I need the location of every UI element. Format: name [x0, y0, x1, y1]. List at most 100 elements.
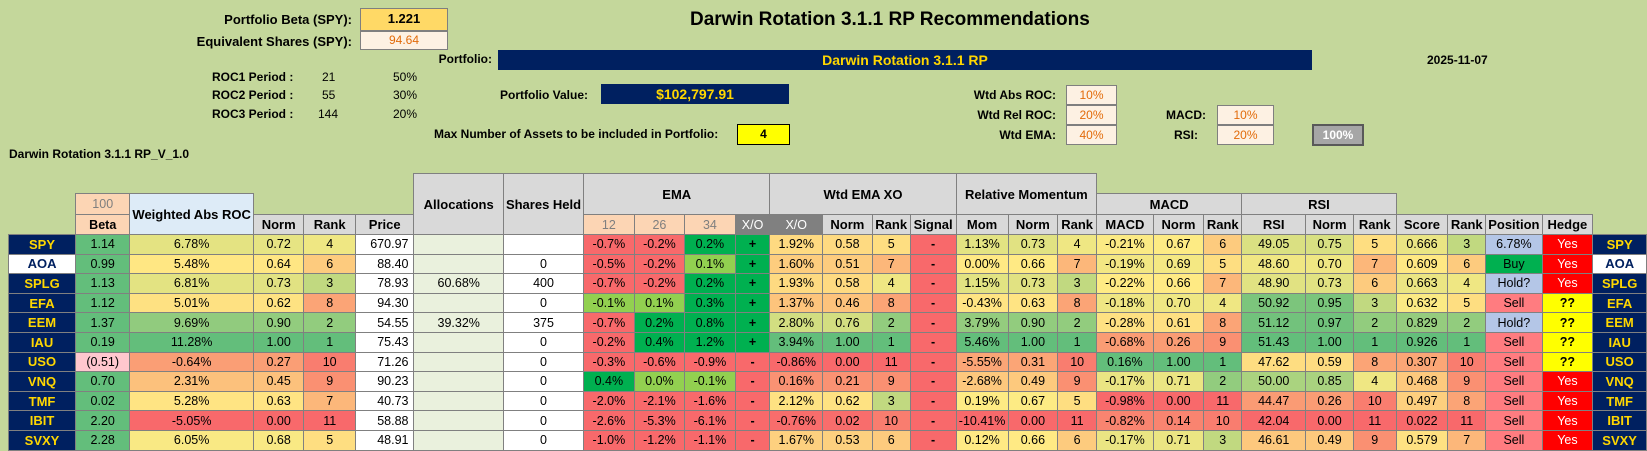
period-input-box[interactable]: 100 [75, 193, 131, 215]
hedge-cell: Yes [1541, 273, 1594, 294]
roc3-period: 144 [318, 107, 339, 121]
rsi-norm-cell: 0.75 [1305, 234, 1354, 255]
wtd-rank-cell: 10 [871, 410, 911, 431]
ema26-cell: -1.2% [633, 429, 686, 451]
rank-cell: 7 [303, 390, 356, 412]
position-cell: Hold? [1485, 312, 1543, 333]
allocation-cell [413, 253, 504, 275]
score-cell: 0.307 [1395, 351, 1449, 373]
score-rank-cell: 2 [1447, 312, 1487, 333]
ema34-cell: -0.1% [684, 371, 736, 392]
score-cell: 0.632 [1395, 292, 1449, 314]
score-rank-cell: 11 [1447, 410, 1487, 431]
price-cell: 40.73 [354, 390, 415, 412]
wtd-xo-cell: 3.94% [769, 331, 824, 353]
macd-group-header: MACD [1096, 193, 1243, 215]
position-cell: Sell [1485, 410, 1543, 431]
wtd-abs-roc-value[interactable]: 10% [1066, 85, 1117, 105]
weighted-abs-roc-cell: 5.48% [129, 253, 254, 275]
ticker-right: AOA [1592, 253, 1647, 275]
macd-weight-value[interactable]: 10% [1217, 105, 1274, 125]
rsi-cell: 46.61 [1241, 429, 1307, 451]
portfolio-beta-value[interactable]: 1.221 [360, 8, 448, 31]
price-header: Price [354, 214, 415, 235]
shares-held-cell: 0 [502, 371, 585, 392]
wtd-rank-cell: 3 [871, 390, 911, 412]
spacer [1486, 194, 1542, 215]
equivalent-shares-value[interactable]: 94.64 [360, 31, 448, 50]
shares-held-cell: 400 [502, 273, 585, 294]
wtd-ema-value[interactable]: 40% [1066, 125, 1117, 145]
mom-cell: 0.00% [955, 253, 1009, 275]
spacer [355, 194, 414, 215]
portfolio-value-label: Portfolio Value: [500, 88, 589, 102]
rsi-rank-cell: 3 [1352, 292, 1397, 314]
mom-norm-cell: 0.67 [1007, 390, 1059, 412]
wtd-rel-roc-label: Wtd Rel ROC: [977, 108, 1056, 122]
spacer [76, 174, 130, 194]
rsi-cell: 42.04 [1241, 410, 1307, 431]
position-cell: Sell [1485, 292, 1543, 314]
beta-cell: 2.20 [75, 410, 131, 431]
spacer [9, 194, 76, 215]
xo-header: X/O [734, 214, 771, 235]
spacer [304, 174, 355, 194]
rsi-norm-cell: 1.00 [1305, 331, 1354, 353]
signal-cell: - [909, 351, 957, 373]
mom-norm-cell: 0.49 [1007, 371, 1059, 392]
ema34-cell: -1.1% [684, 429, 736, 451]
beta-cell: (0.51) [75, 351, 131, 373]
wtd-rel-roc-value[interactable]: 20% [1066, 105, 1117, 125]
score-rank-cell: 8 [1447, 390, 1487, 412]
wtd-norm-cell: 0.00 [822, 351, 873, 373]
weighted-abs-roc-cell: 5.01% [129, 292, 254, 314]
table-row: IBIT 2.20 -5.05% 0.00 11 58.88 0 -2.6% -5.3% -6.1… [7, 410, 1647, 431]
rsi-cell: 48.90 [1241, 273, 1307, 294]
wtd-abs-roc-label: Wtd Abs ROC: [973, 88, 1056, 102]
ticker-left: SPLG [7, 273, 77, 294]
xo-cell: + [734, 253, 771, 275]
rank-cell: 1 [303, 331, 356, 353]
ema34-cell: -6.1% [684, 410, 736, 431]
wtd-norm-cell: 0.46 [822, 292, 873, 314]
score-rank-cell: 6 [1447, 253, 1487, 275]
hedge-cell: ?? [1541, 292, 1594, 314]
roc2-period: 55 [322, 88, 336, 102]
score-cell: 0.663 [1395, 273, 1449, 294]
allocation-cell [413, 351, 504, 373]
signal-cell: - [909, 331, 957, 353]
macd-norm-cell: 0.67 [1152, 234, 1205, 255]
ema26-cell: -5.3% [633, 410, 686, 431]
weighted-abs-roc-cell: 6.78% [129, 234, 254, 255]
macd-norm-cell: 1.00 [1152, 351, 1205, 373]
ticker-right: EFA [1592, 292, 1647, 314]
shares-held-cell: 0 [502, 331, 585, 353]
signal-cell: - [909, 273, 957, 294]
rsi-cell: 49.05 [1241, 234, 1307, 255]
mom-norm-cell: 0.63 [1007, 292, 1059, 314]
rsi-cell: 50.00 [1241, 371, 1307, 392]
ema34-cell: -0.9% [684, 351, 736, 373]
wtd-xo-cell: 2.80% [769, 312, 824, 333]
portfolio-value[interactable]: $102,797.91 [601, 84, 789, 104]
spacer [1306, 174, 1354, 194]
xo-cell: - [734, 390, 771, 412]
hedge-cell: Yes [1541, 253, 1594, 275]
rsi-norm-cell: 0.85 [1305, 371, 1354, 392]
norm-cell: 0.27 [252, 351, 305, 373]
table-row: SVXY 2.28 6.05% 0.68 5 48.91 0 -1.0% -1.2% -1.1% -… [7, 429, 1647, 451]
hedge-cell: Yes [1541, 410, 1594, 431]
rsi-weight-value[interactable]: 20% [1217, 125, 1274, 145]
macd-cell: -0.22% [1096, 273, 1154, 294]
wtd-rank-cell: 9 [871, 371, 911, 392]
ema12-cell: -0.2% [583, 331, 635, 353]
score-cell: 0.926 [1395, 331, 1449, 353]
macd-rank-header: Rank [1203, 214, 1243, 235]
portfolio-name-bar[interactable]: Darwin Rotation 3.1.1 RP [498, 50, 1312, 70]
mom-norm-cell: 0.66 [1007, 253, 1059, 275]
rsi-rank-cell: 11 [1352, 410, 1397, 431]
mom-rank-header: Rank [1057, 214, 1098, 235]
rsi-cell: 48.60 [1241, 253, 1307, 275]
max-assets-value[interactable]: 4 [737, 124, 790, 145]
ema12-header: 12 [583, 214, 635, 235]
